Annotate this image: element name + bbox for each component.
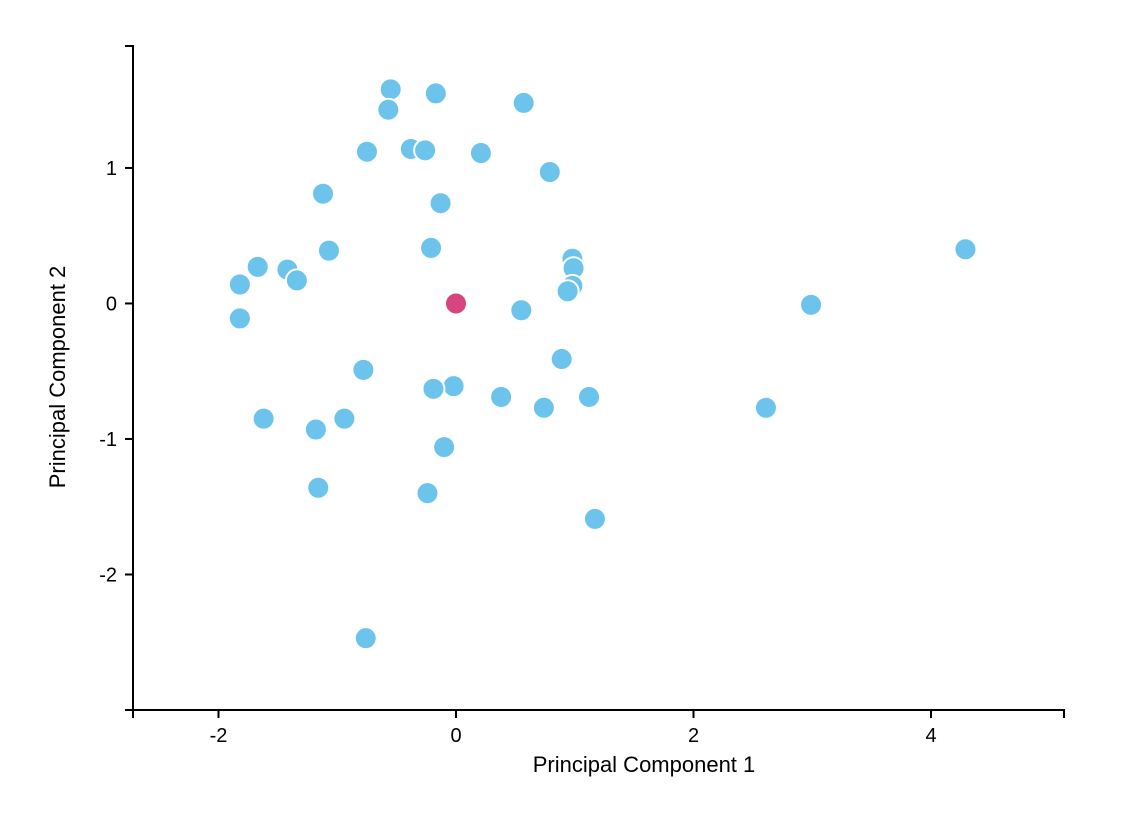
data-point <box>227 272 252 297</box>
data-point <box>509 298 534 323</box>
data-point <box>303 417 328 442</box>
data-point <box>306 475 331 500</box>
axes-layer: -2 -1 0 1 -2 0 2 4 <box>99 45 1065 747</box>
data-point <box>549 347 574 372</box>
x-axis-line <box>132 709 1065 718</box>
data-point <box>332 406 357 431</box>
data-point <box>227 306 252 331</box>
y-axis-line <box>125 45 134 711</box>
x-tick-label: -2 <box>210 725 228 747</box>
data-point <box>753 395 778 420</box>
x-axis-title: Principal Component 1 <box>533 752 756 777</box>
data-point <box>378 77 403 102</box>
x-tick-label: 4 <box>925 725 936 747</box>
data-point <box>531 395 556 420</box>
y-axis-title: Principal Component 2 <box>45 266 70 489</box>
highlight-point <box>444 291 468 316</box>
data-point <box>423 81 448 106</box>
points-layer <box>227 77 978 651</box>
data-point <box>415 481 440 506</box>
data-point <box>316 238 341 263</box>
data-point <box>953 237 978 262</box>
data-point <box>489 384 514 409</box>
data-point <box>555 279 580 304</box>
data-point <box>468 141 493 166</box>
data-point <box>284 268 309 293</box>
data-point <box>245 254 270 279</box>
data-point <box>421 376 446 401</box>
data-point <box>354 139 379 164</box>
data-point <box>413 138 438 163</box>
data-point <box>432 435 457 460</box>
data-point <box>419 235 444 260</box>
data-point <box>511 90 536 115</box>
data-point <box>582 506 607 531</box>
data-point <box>537 160 562 185</box>
data-point <box>428 191 453 216</box>
y-tick-label: 1 <box>106 158 117 180</box>
data-point <box>351 357 376 382</box>
x-tick-label: 0 <box>450 725 461 747</box>
y-tick-label: -2 <box>99 564 117 586</box>
data-point <box>799 292 824 317</box>
data-point <box>353 626 378 651</box>
x-tick-label: 2 <box>688 725 699 747</box>
data-point <box>251 406 276 431</box>
data-point <box>311 181 335 206</box>
data-point <box>376 97 401 122</box>
data-point <box>441 374 466 399</box>
data-point <box>577 384 601 409</box>
y-tick-label: 0 <box>106 293 117 315</box>
y-tick-label: -1 <box>99 429 117 451</box>
